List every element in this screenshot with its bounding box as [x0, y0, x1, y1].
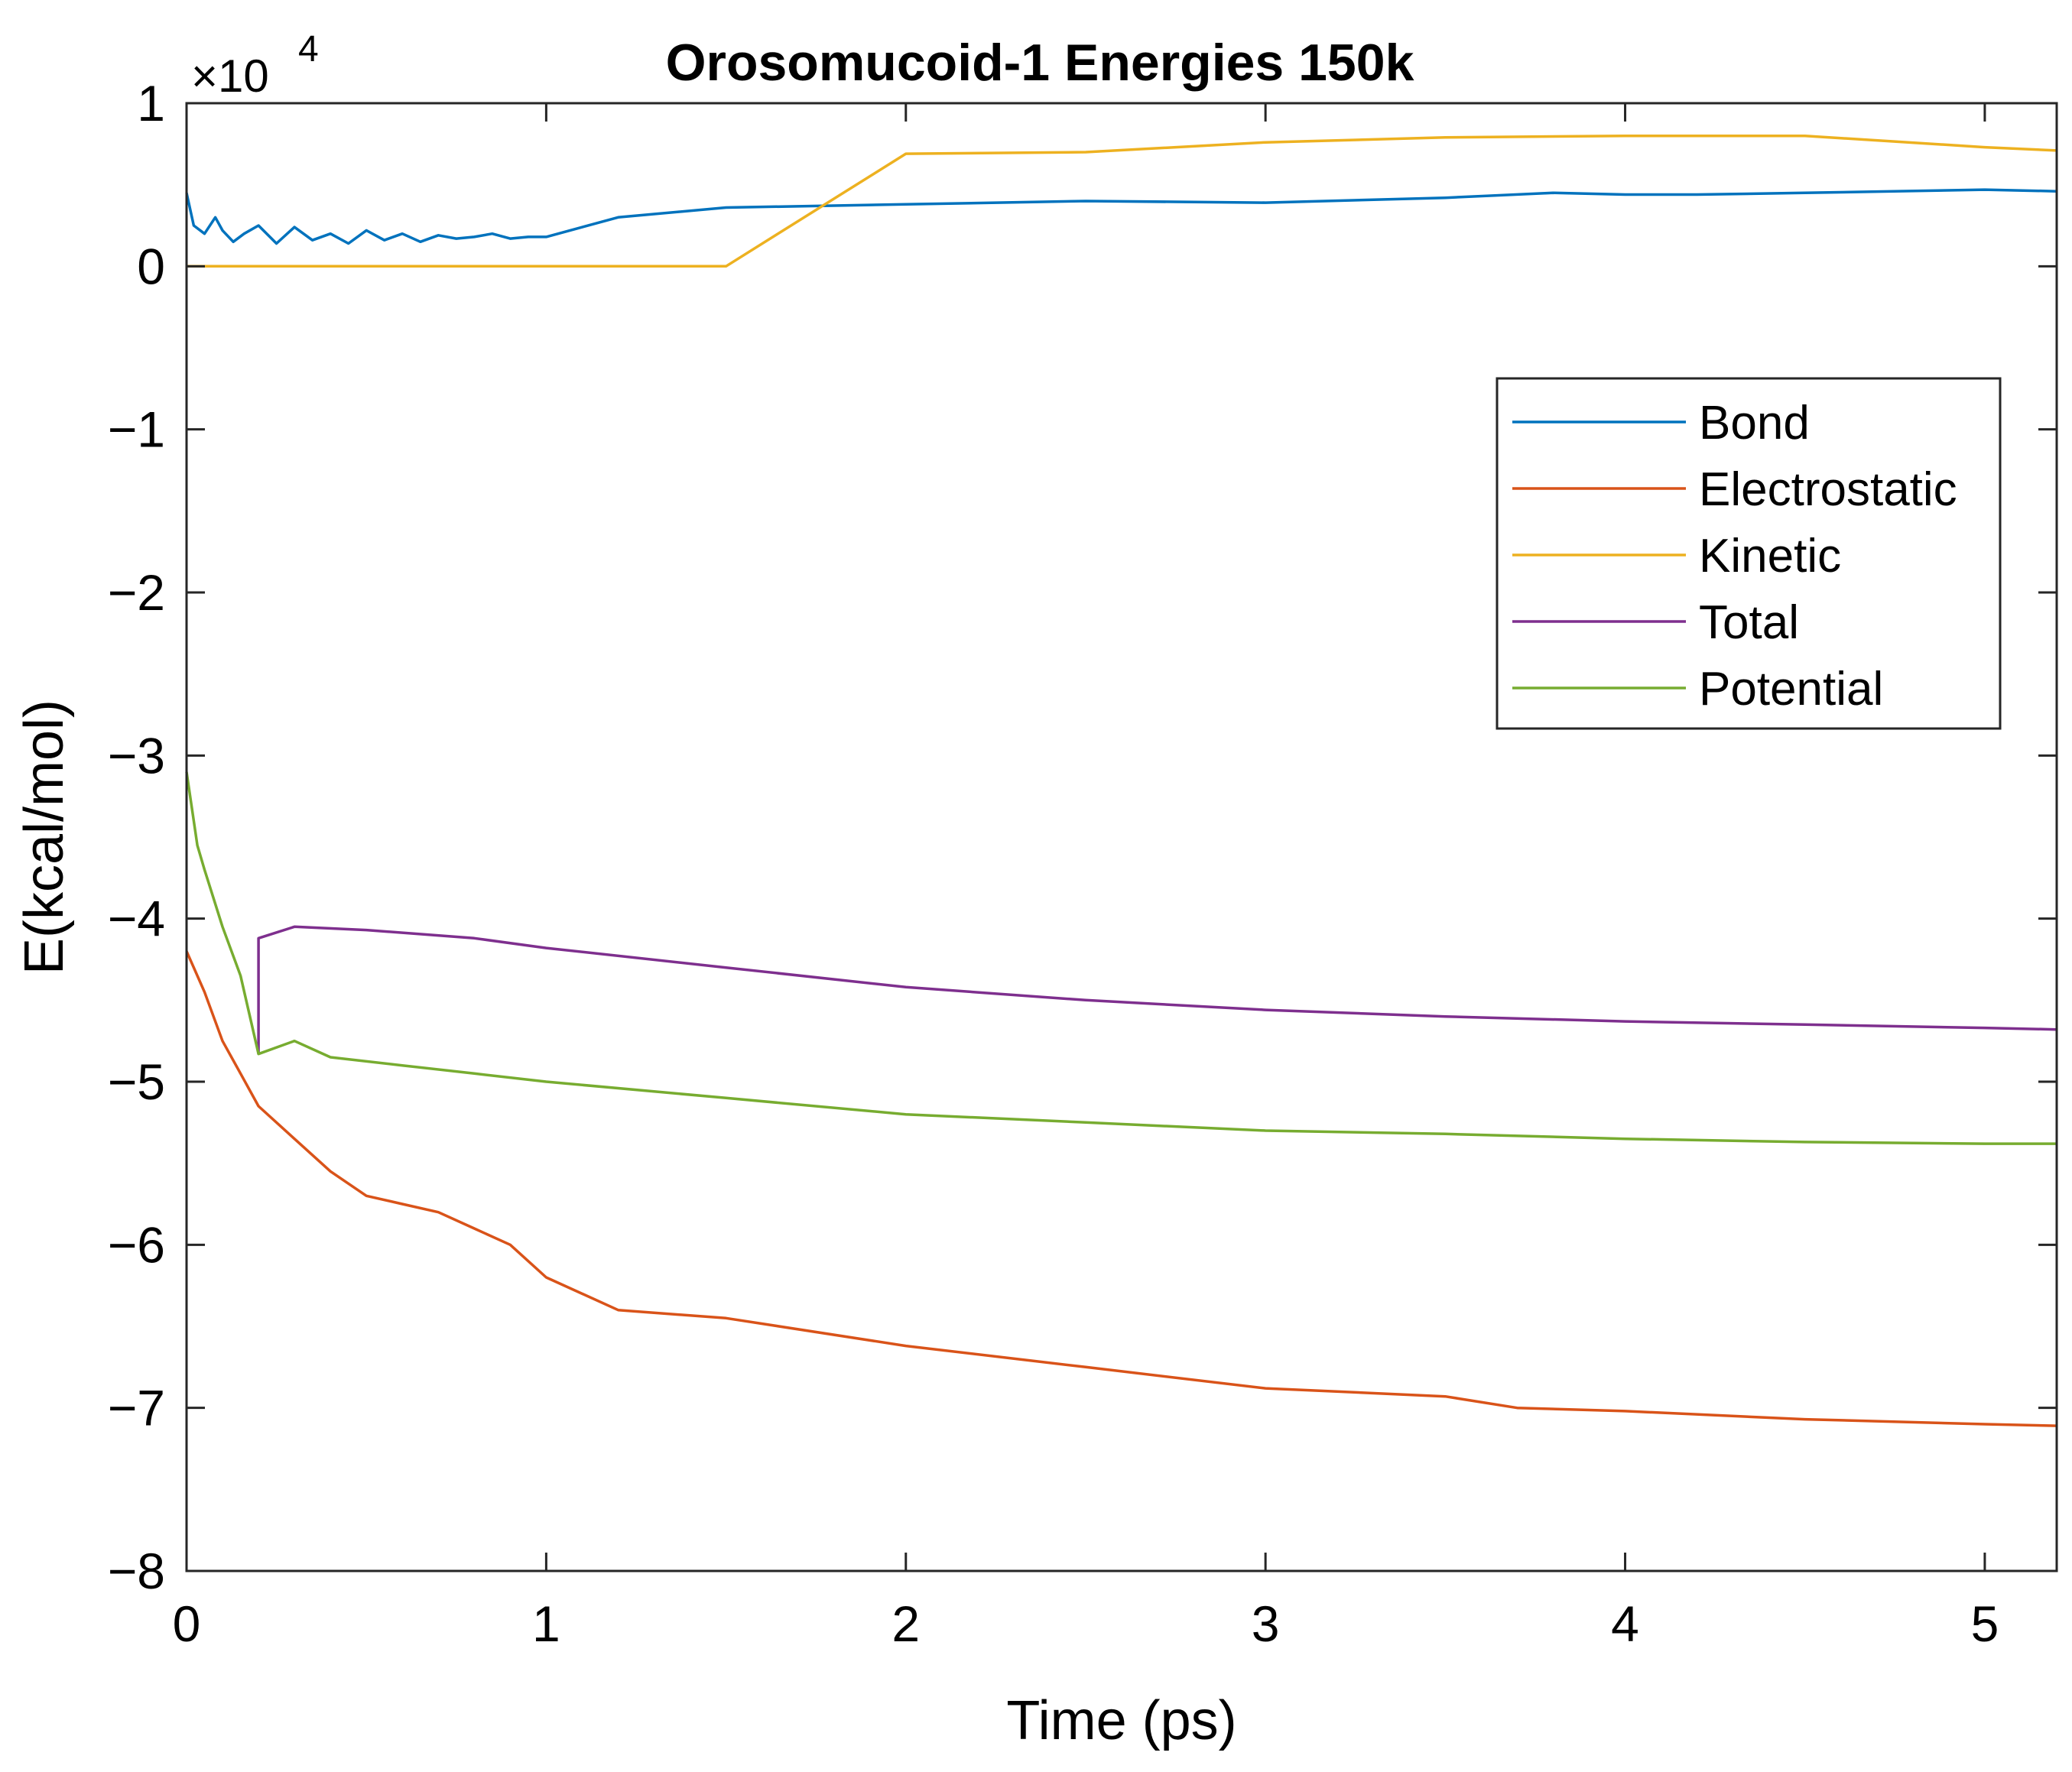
exponent-power: 4	[298, 29, 319, 70]
series-line-potential	[185, 771, 2057, 1145]
x-axis-label: Time (ps)	[1006, 1690, 1236, 1751]
y-tick-label: −7	[108, 1380, 165, 1436]
y-tick-label: 0	[137, 238, 165, 294]
y-tick-label: −1	[108, 401, 165, 458]
axis-ticks: 0 1 2 3 4 5 1 0 −1 −2 −3 −4 −5 −6 −7 −8	[108, 75, 2057, 1652]
legend-label-potential: Potential	[1699, 663, 1883, 716]
x-tick-label: 2	[891, 1595, 920, 1652]
plot-frame	[185, 102, 2058, 1572]
legend-label-total: Total	[1699, 596, 1799, 649]
exponent-label: ×10 4	[191, 29, 319, 102]
series-line-bond	[185, 188, 2057, 245]
y-axis-label: E(kcal/mol)	[14, 699, 75, 975]
x-tick-label: 3	[1252, 1595, 1280, 1652]
y-tick-label: −3	[108, 727, 165, 784]
plot-area	[187, 103, 2057, 1571]
series-line-total	[257, 925, 2057, 1054]
x-tick-label: 1	[532, 1595, 560, 1652]
legend: Bond Electrostatic Kinetic Total Potential	[1496, 377, 2002, 730]
y-tick-label: 1	[137, 75, 165, 131]
legend-label-kinetic: Kinetic	[1699, 530, 1841, 583]
legend-box	[1496, 377, 2002, 730]
y-tick-label: −6	[108, 1216, 165, 1273]
exponent-base: ×10	[191, 50, 269, 102]
y-tick-label: −4	[108, 891, 165, 947]
x-tick-label: 4	[1611, 1595, 1639, 1652]
y-tick-label: −5	[108, 1053, 165, 1110]
series-layer	[185, 134, 2057, 1427]
series-line-electrostatic	[185, 950, 2057, 1427]
series-line-kinetic	[187, 134, 2057, 268]
y-tick-label: −8	[108, 1543, 165, 1599]
x-tick-label: 0	[173, 1595, 201, 1652]
y-tick-label: −2	[108, 564, 165, 621]
chart-title: Orosomucoid-1 Energies 150k	[666, 34, 1414, 92]
legend-label-bond: Bond	[1699, 397, 1810, 449]
legend-label-electrostatic: Electrostatic	[1699, 463, 1957, 516]
x-tick-label: 5	[1971, 1595, 1999, 1652]
